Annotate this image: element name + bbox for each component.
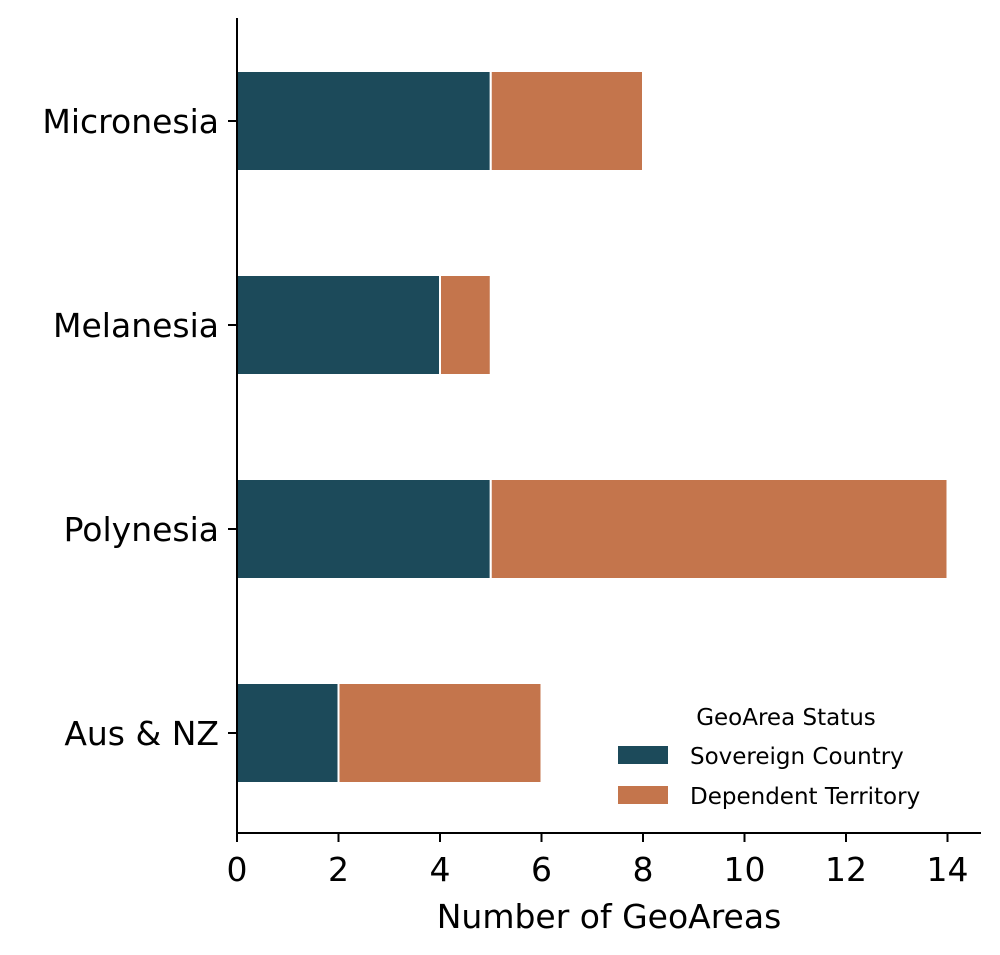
bar-polynesia-sovereign-country	[236, 478, 492, 580]
bar-melanesia-sovereign-country	[236, 274, 441, 376]
x-tick-label: 12	[825, 850, 867, 889]
legend: GeoArea Status Sovereign Country Depende…	[618, 705, 920, 810]
x-tick-label: 4	[430, 850, 451, 889]
bar-aus-nz-sovereign-country	[236, 682, 340, 784]
legend-swatch-dependent	[618, 786, 668, 804]
y-tick-label-aus-nz: Aus & NZ	[64, 714, 219, 753]
x-tick-label: 10	[724, 850, 766, 889]
legend-title: GeoArea Status	[696, 705, 876, 731]
bar-aus-nz-dependent-territory	[337, 682, 543, 784]
y-tick-label-melanesia: Melanesia	[53, 306, 219, 345]
x-tick-label: 14	[927, 850, 969, 889]
x-tick-label: 0	[227, 850, 248, 889]
x-tick-label: 8	[633, 850, 654, 889]
x-tick-label: 6	[531, 850, 552, 889]
bars-layer	[236, 70, 949, 784]
bar-micronesia-sovereign-country	[236, 70, 492, 172]
bar-micronesia-dependent-territory	[489, 70, 644, 172]
legend-swatch-sovereign	[618, 746, 668, 764]
legend-label-sovereign: Sovereign Country	[690, 744, 904, 770]
y-tick-label-polynesia: Polynesia	[64, 510, 219, 549]
x-ticks: 0 2 4 6 8 10 12 14	[227, 833, 969, 889]
y-ticks: Micronesia Melanesia Polynesia Aus & NZ	[42, 102, 237, 753]
x-axis-title: Number of GeoAreas	[437, 897, 782, 936]
bar-polynesia-dependent-territory	[489, 478, 949, 580]
axes-layer	[236, 18, 981, 834]
y-tick-label-micronesia: Micronesia	[42, 102, 219, 141]
x-tick-label: 2	[328, 850, 349, 889]
bar-melanesia-dependent-territory	[439, 274, 492, 376]
legend-label-dependent: Dependent Territory	[690, 784, 920, 810]
